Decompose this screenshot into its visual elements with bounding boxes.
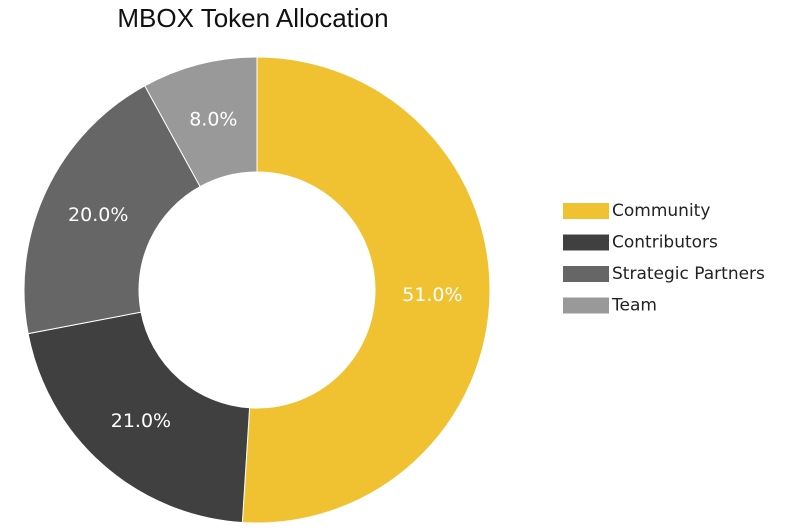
donut-slice bbox=[144, 56, 258, 188]
donut-slice bbox=[241, 56, 491, 524]
legend-label: Contributors bbox=[612, 233, 718, 253]
donut-slice bbox=[27, 311, 251, 524]
donut-slice bbox=[23, 85, 201, 335]
legend-label: Community bbox=[612, 201, 710, 221]
chart-title: MBOX Token Allocation bbox=[117, 3, 388, 33]
legend-swatch bbox=[563, 234, 609, 251]
legend-label: Strategic Partners bbox=[612, 264, 765, 284]
value-label: 51.0% bbox=[402, 284, 462, 306]
value-label: 20.0% bbox=[68, 204, 128, 226]
value-label: 8.0% bbox=[189, 109, 237, 131]
value-label: 21.0% bbox=[111, 410, 171, 432]
legend-swatch bbox=[563, 266, 609, 282]
legend-swatch bbox=[563, 203, 609, 219]
legend-swatch bbox=[563, 297, 609, 314]
legend-label: Team bbox=[611, 296, 657, 316]
